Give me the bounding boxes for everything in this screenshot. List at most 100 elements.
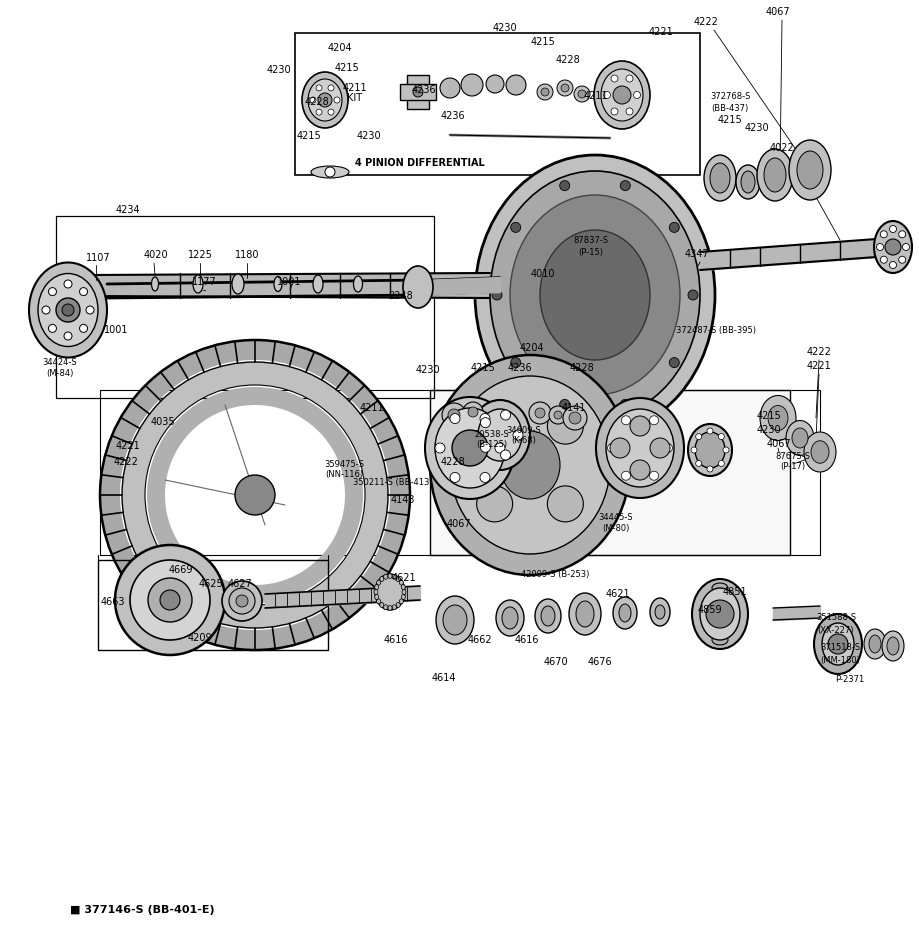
Ellipse shape (353, 276, 362, 292)
Text: 4676: 4676 (587, 657, 612, 667)
Circle shape (500, 450, 510, 460)
Circle shape (718, 433, 723, 440)
Ellipse shape (594, 61, 650, 129)
Ellipse shape (312, 275, 323, 293)
Text: 4209: 4209 (187, 633, 212, 643)
Ellipse shape (193, 275, 203, 293)
Text: 34424-S: 34424-S (42, 358, 77, 366)
Ellipse shape (699, 588, 739, 640)
Text: 4236: 4236 (440, 111, 465, 121)
Circle shape (633, 92, 640, 98)
Text: 4204: 4204 (519, 343, 544, 353)
Circle shape (115, 545, 225, 655)
Circle shape (510, 222, 520, 233)
Ellipse shape (402, 589, 405, 594)
Ellipse shape (383, 604, 387, 610)
Circle shape (573, 86, 589, 102)
Text: 1107: 1107 (85, 253, 110, 263)
Circle shape (827, 634, 847, 654)
Text: 2248: 2248 (388, 291, 413, 301)
Ellipse shape (703, 155, 735, 201)
Text: 4222: 4222 (806, 347, 831, 357)
Circle shape (79, 288, 87, 295)
Circle shape (480, 443, 490, 452)
Ellipse shape (691, 579, 747, 649)
Circle shape (650, 438, 669, 458)
Circle shape (535, 408, 544, 418)
Text: 1177: 1177 (191, 277, 216, 287)
Circle shape (492, 290, 502, 300)
Circle shape (42, 306, 50, 314)
Ellipse shape (29, 262, 107, 358)
Circle shape (630, 416, 650, 436)
Circle shape (898, 256, 904, 263)
Circle shape (49, 288, 56, 295)
Circle shape (510, 358, 520, 368)
Circle shape (879, 256, 886, 263)
Text: KIT: KIT (347, 93, 362, 103)
Ellipse shape (38, 273, 98, 346)
Text: 351588-S: 351588-S (815, 614, 856, 622)
Text: (NN-116): (NN-116) (324, 469, 363, 479)
Circle shape (668, 358, 678, 368)
Circle shape (649, 471, 658, 481)
Ellipse shape (308, 79, 342, 121)
Text: 4020: 4020 (143, 250, 168, 260)
Text: 4230: 4230 (743, 123, 768, 133)
Ellipse shape (711, 635, 727, 645)
Text: 4851: 4851 (722, 587, 746, 597)
Ellipse shape (654, 605, 664, 619)
Circle shape (236, 595, 248, 607)
Circle shape (625, 75, 632, 82)
Ellipse shape (301, 72, 347, 128)
Text: 4215: 4215 (471, 363, 494, 373)
Text: 4663: 4663 (101, 597, 125, 607)
Ellipse shape (499, 431, 560, 499)
Ellipse shape (376, 599, 380, 604)
Circle shape (612, 86, 630, 104)
Circle shape (500, 410, 510, 420)
Circle shape (668, 222, 678, 233)
Circle shape (706, 466, 712, 472)
Circle shape (451, 430, 487, 466)
Ellipse shape (863, 629, 885, 659)
Ellipse shape (374, 585, 379, 589)
Text: 4211: 4211 (342, 83, 367, 93)
Ellipse shape (785, 421, 813, 456)
Circle shape (547, 486, 583, 522)
Ellipse shape (380, 576, 383, 582)
Ellipse shape (443, 605, 467, 635)
Circle shape (621, 416, 630, 425)
Circle shape (610, 108, 618, 115)
Circle shape (547, 408, 583, 444)
Ellipse shape (388, 573, 391, 579)
Ellipse shape (274, 276, 282, 291)
Circle shape (449, 472, 460, 482)
Circle shape (64, 332, 72, 340)
Ellipse shape (399, 599, 403, 604)
Ellipse shape (540, 606, 554, 626)
Ellipse shape (740, 171, 754, 193)
Circle shape (439, 78, 460, 98)
Ellipse shape (436, 596, 473, 644)
Text: 4230: 4230 (493, 23, 516, 33)
Circle shape (160, 590, 180, 610)
Ellipse shape (375, 574, 404, 610)
Text: 34609-S: 34609-S (506, 426, 540, 434)
Text: 4211: 4211 (583, 91, 607, 101)
Circle shape (553, 411, 562, 419)
Text: 4234: 4234 (116, 205, 141, 215)
Circle shape (884, 239, 900, 255)
Circle shape (328, 85, 334, 91)
Circle shape (494, 443, 505, 453)
Text: 4221: 4221 (116, 441, 141, 451)
Ellipse shape (374, 589, 378, 594)
Text: 372768-S: 372768-S (709, 92, 749, 100)
Ellipse shape (868, 635, 880, 653)
Ellipse shape (803, 432, 835, 472)
Ellipse shape (596, 398, 683, 498)
Text: 4662: 4662 (467, 635, 492, 645)
Circle shape (476, 408, 512, 444)
Circle shape (79, 324, 87, 332)
Circle shape (889, 225, 895, 233)
